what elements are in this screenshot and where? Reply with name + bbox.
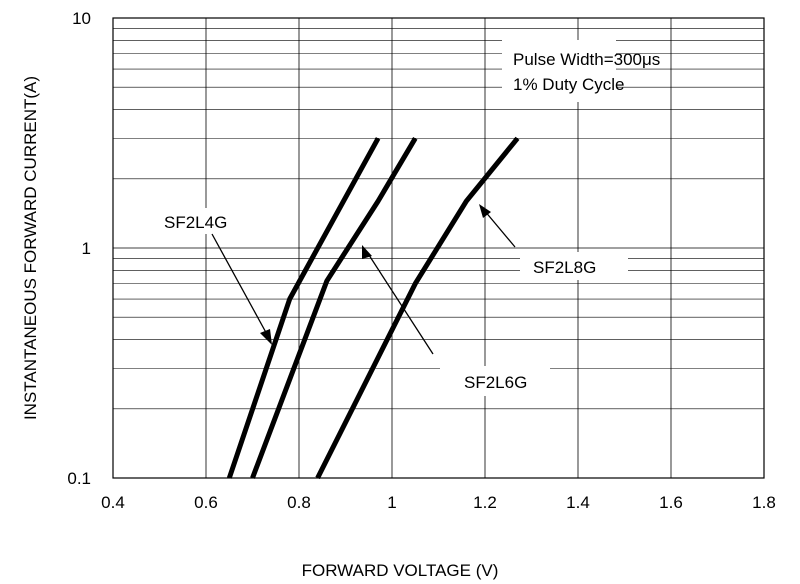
annotation-line-1: Pulse Width=300μs — [513, 50, 660, 69]
x-tick-label: 1.6 — [659, 493, 683, 512]
series-label-sf2l8g: SF2L8G — [533, 258, 596, 277]
pointer-sf2l4g — [211, 233, 272, 345]
x-tick-label: 1.8 — [752, 493, 776, 512]
series-label-sf2l6g: SF2L6G — [464, 373, 527, 392]
y-tick-label: 10 — [72, 9, 91, 28]
plot-frame — [112, 17, 765, 479]
x-tick-label: 0.4 — [101, 493, 125, 512]
label-bg-sf2l6g — [440, 366, 550, 396]
label-bg-sf2l4g — [160, 208, 252, 234]
y-tick-labels: 10 1 0.1 — [67, 9, 91, 488]
series-label-sf2l4g: SF2L4G — [164, 213, 227, 232]
annotation-box — [502, 40, 616, 102]
y-tick-label: 0.1 — [67, 469, 91, 488]
x-tick-label: 1 — [387, 493, 396, 512]
y-tick-label: 1 — [82, 239, 91, 258]
curve-sf2l4g — [226, 137, 381, 479]
grid — [113, 18, 764, 478]
label-bg-sf2l8g — [520, 252, 628, 280]
y-axis-title: INSTANTANEOUS FORWARD CURRENT(A) — [21, 76, 40, 420]
curve-sf2l6g — [250, 137, 418, 479]
x-tick-label: 1.2 — [473, 493, 497, 512]
x-tick-labels: 0.4 0.6 0.8 1 1.2 1.4 1.6 1.8 — [101, 493, 776, 512]
curve-sf2l8g — [315, 136, 520, 480]
x-tick-label: 1.4 — [566, 493, 590, 512]
x-tick-label: 0.8 — [287, 493, 311, 512]
series-curves — [226, 136, 520, 480]
annotation-line-2: 1% Duty Cycle — [513, 75, 624, 94]
x-axis-title: FORWARD VOLTAGE (V) — [302, 561, 499, 580]
x-tick-label: 0.6 — [194, 493, 218, 512]
pointer-sf2l6g — [362, 245, 434, 355]
pointer-sf2l8g — [479, 204, 516, 248]
